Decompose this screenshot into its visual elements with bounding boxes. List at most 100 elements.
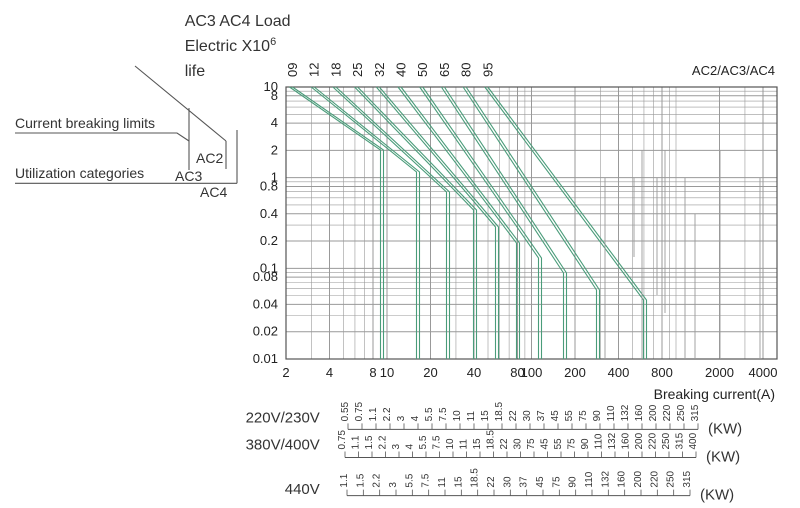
svg-text:0.55: 0.55 xyxy=(340,401,351,421)
svg-text:0.02: 0.02 xyxy=(253,324,278,339)
svg-text:Breaking current(A): Breaking current(A) xyxy=(654,386,775,402)
svg-text:AC3: AC3 xyxy=(175,168,202,184)
svg-text:45: 45 xyxy=(540,438,551,450)
svg-text:3: 3 xyxy=(388,482,399,488)
svg-text:160: 160 xyxy=(617,470,628,487)
svg-text:160: 160 xyxy=(634,404,645,421)
svg-text:22: 22 xyxy=(486,476,497,488)
svg-text:18.5: 18.5 xyxy=(470,468,481,488)
svg-text:132: 132 xyxy=(620,404,631,421)
svg-text:4: 4 xyxy=(326,365,333,380)
svg-text:8: 8 xyxy=(271,88,278,103)
svg-text:4000: 4000 xyxy=(749,365,778,380)
svg-text:0.08: 0.08 xyxy=(253,269,278,284)
svg-text:75: 75 xyxy=(567,438,578,450)
svg-text:0.01: 0.01 xyxy=(253,351,278,366)
svg-text:315: 315 xyxy=(690,404,701,421)
svg-text:4: 4 xyxy=(405,444,416,450)
svg-text:45: 45 xyxy=(550,410,561,422)
svg-text:30: 30 xyxy=(513,438,524,450)
svg-text:37: 37 xyxy=(519,476,530,488)
svg-text:0.4: 0.4 xyxy=(260,206,278,221)
svg-text:25: 25 xyxy=(350,63,365,77)
svg-text:20: 20 xyxy=(423,365,437,380)
svg-text:315: 315 xyxy=(682,470,693,487)
svg-text:(KW): (KW) xyxy=(706,449,740,466)
svg-text:400: 400 xyxy=(688,432,699,449)
svg-text:Utilization categories: Utilization categories xyxy=(15,165,144,181)
svg-text:Current breaking limits: Current breaking limits xyxy=(15,115,155,131)
svg-text:10: 10 xyxy=(445,438,456,450)
svg-text:18: 18 xyxy=(328,63,343,77)
svg-text:1.5: 1.5 xyxy=(355,473,366,487)
svg-text:110: 110 xyxy=(584,471,595,487)
svg-text:Electric X106: Electric X106 xyxy=(185,36,277,55)
svg-text:315: 315 xyxy=(675,432,686,449)
svg-text:2.2: 2.2 xyxy=(382,407,393,421)
svg-text:45: 45 xyxy=(535,476,546,488)
svg-text:200: 200 xyxy=(634,432,645,449)
svg-text:AC2/AC3/AC4: AC2/AC3/AC4 xyxy=(692,63,775,78)
svg-text:0.8: 0.8 xyxy=(260,178,278,193)
svg-text:100: 100 xyxy=(521,365,543,380)
svg-text:2: 2 xyxy=(271,142,278,157)
svg-text:4: 4 xyxy=(410,415,421,421)
svg-text:7.5: 7.5 xyxy=(421,473,432,487)
svg-text:200: 200 xyxy=(648,404,659,421)
svg-text:22: 22 xyxy=(499,438,510,450)
svg-text:7.5: 7.5 xyxy=(432,435,443,449)
svg-text:55: 55 xyxy=(553,438,564,450)
svg-text:30: 30 xyxy=(502,476,513,488)
svg-text:AC3 AC4 Load: AC3 AC4 Load xyxy=(185,13,291,30)
svg-text:220: 220 xyxy=(662,404,673,421)
svg-text:09: 09 xyxy=(285,63,300,77)
svg-text:1.1: 1.1 xyxy=(368,407,379,421)
svg-text:30: 30 xyxy=(522,410,533,422)
svg-text:40: 40 xyxy=(394,63,409,77)
svg-text:0.04: 0.04 xyxy=(253,296,278,311)
svg-text:40: 40 xyxy=(467,365,481,380)
svg-text:95: 95 xyxy=(480,63,495,77)
svg-text:3: 3 xyxy=(391,444,402,450)
svg-text:250: 250 xyxy=(661,432,672,449)
svg-text:AC2: AC2 xyxy=(196,150,223,166)
svg-text:5.5: 5.5 xyxy=(418,435,429,449)
svg-text:380V/400V: 380V/400V xyxy=(246,436,320,453)
svg-text:75: 75 xyxy=(526,438,537,450)
svg-text:220V/230V: 220V/230V xyxy=(246,410,320,427)
svg-text:1.1: 1.1 xyxy=(351,435,362,449)
svg-text:250: 250 xyxy=(666,470,677,487)
svg-text:110: 110 xyxy=(594,433,605,449)
svg-text:75: 75 xyxy=(551,476,562,488)
svg-text:90: 90 xyxy=(592,410,603,422)
svg-text:0.75: 0.75 xyxy=(337,430,348,450)
svg-text:10: 10 xyxy=(452,410,463,422)
svg-text:0.2: 0.2 xyxy=(260,233,278,248)
svg-text:1.1: 1.1 xyxy=(339,473,350,487)
svg-text:50: 50 xyxy=(415,63,430,77)
svg-text:200: 200 xyxy=(633,470,644,487)
svg-text:(KW): (KW) xyxy=(708,420,742,437)
svg-text:7.5: 7.5 xyxy=(438,407,449,421)
svg-text:2.2: 2.2 xyxy=(378,435,389,449)
svg-text:18.5: 18.5 xyxy=(486,430,497,450)
svg-text:18.5: 18.5 xyxy=(494,401,505,421)
svg-text:37: 37 xyxy=(536,410,547,422)
svg-text:22: 22 xyxy=(508,410,519,422)
svg-text:132: 132 xyxy=(607,432,618,449)
svg-text:75: 75 xyxy=(578,410,589,422)
svg-text:11: 11 xyxy=(437,477,448,488)
svg-text:10: 10 xyxy=(380,365,394,380)
svg-text:90: 90 xyxy=(580,438,591,450)
svg-text:200: 200 xyxy=(564,365,586,380)
svg-text:2.2: 2.2 xyxy=(372,473,383,487)
svg-text:1.5: 1.5 xyxy=(364,435,375,449)
svg-text:AC4: AC4 xyxy=(200,184,227,200)
svg-text:110: 110 xyxy=(606,405,617,421)
svg-text:220: 220 xyxy=(648,432,659,449)
svg-text:440V: 440V xyxy=(285,481,320,498)
svg-text:4: 4 xyxy=(271,115,278,130)
svg-text:15: 15 xyxy=(480,410,491,422)
svg-text:400: 400 xyxy=(608,365,630,380)
svg-text:800: 800 xyxy=(651,365,673,380)
